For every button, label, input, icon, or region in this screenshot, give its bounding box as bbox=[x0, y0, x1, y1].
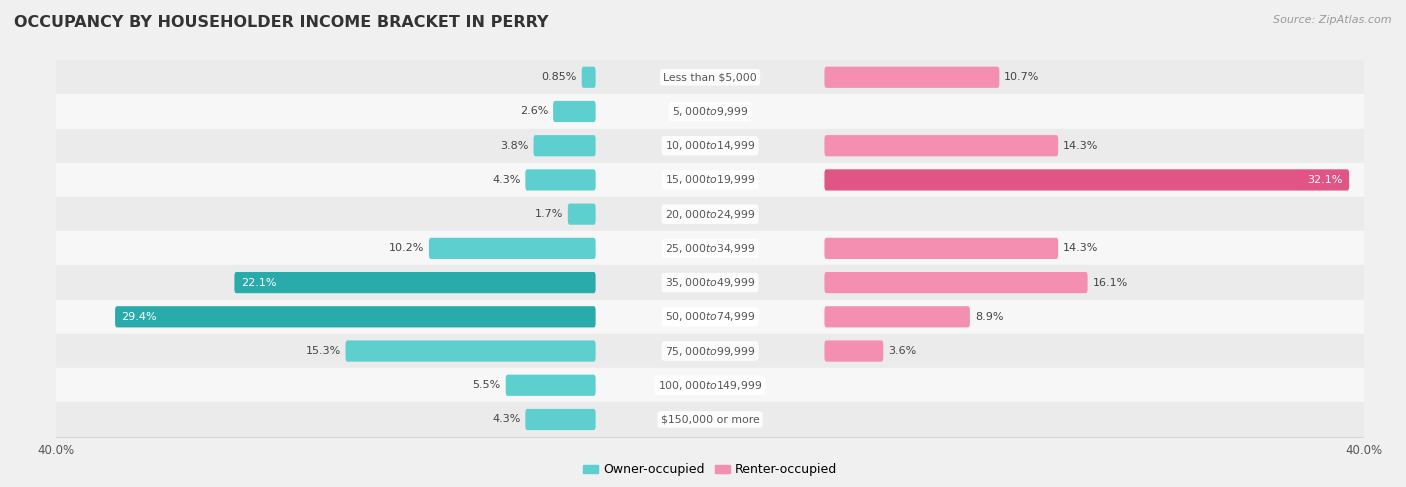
Text: 15.3%: 15.3% bbox=[305, 346, 340, 356]
Text: 4.3%: 4.3% bbox=[492, 414, 520, 425]
Text: OCCUPANCY BY HOUSEHOLDER INCOME BRACKET IN PERRY: OCCUPANCY BY HOUSEHOLDER INCOME BRACKET … bbox=[14, 15, 548, 30]
Text: $150,000 or more: $150,000 or more bbox=[661, 414, 759, 425]
Text: $100,000 to $149,999: $100,000 to $149,999 bbox=[658, 379, 762, 392]
Bar bbox=[56, 129, 1364, 163]
Text: 1.7%: 1.7% bbox=[534, 209, 562, 219]
Text: $35,000 to $49,999: $35,000 to $49,999 bbox=[665, 276, 755, 289]
Bar bbox=[56, 231, 1364, 265]
Text: 14.3%: 14.3% bbox=[1063, 244, 1098, 253]
Text: 3.6%: 3.6% bbox=[889, 346, 917, 356]
FancyBboxPatch shape bbox=[582, 67, 596, 88]
Bar bbox=[56, 334, 1364, 368]
FancyBboxPatch shape bbox=[824, 169, 1350, 190]
FancyBboxPatch shape bbox=[553, 101, 596, 122]
FancyBboxPatch shape bbox=[824, 67, 1000, 88]
Text: 5.5%: 5.5% bbox=[472, 380, 501, 390]
Legend: Owner-occupied, Renter-occupied: Owner-occupied, Renter-occupied bbox=[578, 458, 842, 482]
Text: Less than $5,000: Less than $5,000 bbox=[664, 72, 756, 82]
FancyBboxPatch shape bbox=[824, 340, 883, 362]
Bar bbox=[56, 402, 1364, 436]
FancyBboxPatch shape bbox=[824, 306, 970, 327]
Text: 22.1%: 22.1% bbox=[240, 278, 277, 288]
Text: 3.8%: 3.8% bbox=[501, 141, 529, 150]
Text: 14.3%: 14.3% bbox=[1063, 141, 1098, 150]
Text: $10,000 to $14,999: $10,000 to $14,999 bbox=[665, 139, 755, 152]
Text: $5,000 to $9,999: $5,000 to $9,999 bbox=[672, 105, 748, 118]
FancyBboxPatch shape bbox=[824, 238, 1059, 259]
Text: 10.2%: 10.2% bbox=[388, 244, 425, 253]
Text: $75,000 to $99,999: $75,000 to $99,999 bbox=[665, 344, 755, 357]
Text: $20,000 to $24,999: $20,000 to $24,999 bbox=[665, 207, 755, 221]
Text: Source: ZipAtlas.com: Source: ZipAtlas.com bbox=[1274, 15, 1392, 25]
Bar bbox=[56, 163, 1364, 197]
Text: $15,000 to $19,999: $15,000 to $19,999 bbox=[665, 173, 755, 187]
Text: 16.1%: 16.1% bbox=[1092, 278, 1128, 288]
FancyBboxPatch shape bbox=[533, 135, 596, 156]
FancyBboxPatch shape bbox=[346, 340, 596, 362]
FancyBboxPatch shape bbox=[429, 238, 596, 259]
Text: 8.9%: 8.9% bbox=[974, 312, 1004, 322]
Bar bbox=[56, 60, 1364, 94]
Text: 2.6%: 2.6% bbox=[520, 107, 548, 116]
FancyBboxPatch shape bbox=[824, 272, 1088, 293]
FancyBboxPatch shape bbox=[568, 204, 596, 225]
Bar bbox=[56, 265, 1364, 300]
Bar bbox=[56, 94, 1364, 129]
Bar bbox=[56, 197, 1364, 231]
FancyBboxPatch shape bbox=[526, 409, 596, 430]
Text: 0.85%: 0.85% bbox=[541, 72, 576, 82]
Bar bbox=[56, 368, 1364, 402]
FancyBboxPatch shape bbox=[526, 169, 596, 190]
FancyBboxPatch shape bbox=[235, 272, 596, 293]
Text: 29.4%: 29.4% bbox=[121, 312, 157, 322]
Text: 10.7%: 10.7% bbox=[1004, 72, 1039, 82]
Text: $50,000 to $74,999: $50,000 to $74,999 bbox=[665, 310, 755, 323]
Text: 4.3%: 4.3% bbox=[492, 175, 520, 185]
FancyBboxPatch shape bbox=[115, 306, 596, 327]
Text: $25,000 to $34,999: $25,000 to $34,999 bbox=[665, 242, 755, 255]
Text: 32.1%: 32.1% bbox=[1308, 175, 1343, 185]
FancyBboxPatch shape bbox=[824, 135, 1059, 156]
Bar bbox=[56, 300, 1364, 334]
FancyBboxPatch shape bbox=[506, 375, 596, 396]
